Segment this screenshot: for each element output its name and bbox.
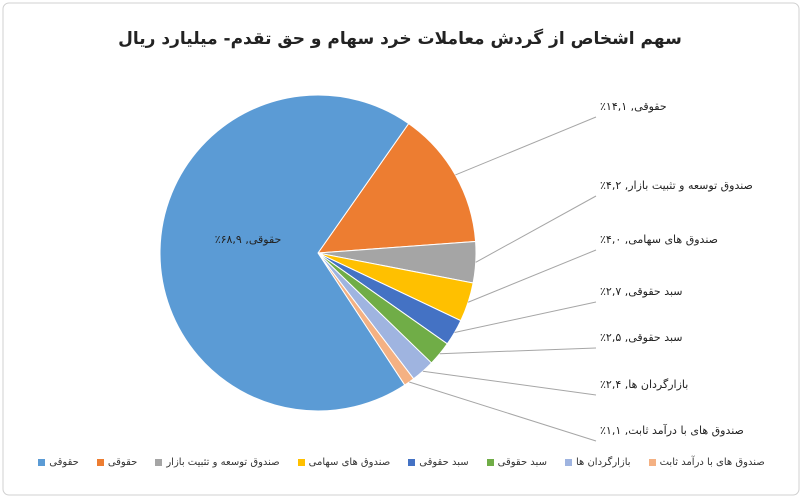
- legend-item: صندوق های با درآمد ثابت: [648, 457, 765, 468]
- legend-label: بازارگردان ها: [575, 457, 631, 468]
- leader-line: [455, 116, 597, 176]
- data-label: سبد حقوقی, ۲,۵٪: [600, 331, 683, 344]
- legend-label: صندوق توسعه و تثبیت بازار: [166, 457, 280, 468]
- legend-swatch: [564, 459, 572, 466]
- data-label: بازارگردان ها, ۲,۴٪: [600, 378, 688, 391]
- legend-label: حقوقی: [107, 457, 138, 468]
- pie-slice: [159, 94, 410, 412]
- legend-swatch: [297, 459, 305, 466]
- leader-line: [475, 195, 597, 263]
- data-label: حقوقی, ۱۴,۱٪: [600, 100, 667, 113]
- legend-label: سبد حقوقی: [497, 457, 547, 468]
- leader-line: [409, 381, 597, 442]
- legend-item: حقوقی: [38, 457, 79, 468]
- legend-label: سبد حقوقی: [419, 457, 469, 468]
- legend-swatch: [155, 459, 163, 466]
- legend-item: سبد حقوقی: [408, 457, 469, 468]
- data-label: سبد حقوقی, ۲,۷٪: [600, 285, 683, 298]
- legend: حقوقی حقوقی صندوق توسعه و تثبیت بازار صندوق…: [38, 457, 765, 468]
- data-label: صندوق توسعه و تثبیت بازار, ۴,۲٪: [600, 179, 753, 192]
- legend-item: حقوقی: [96, 457, 138, 468]
- legend-label: حقوقی: [49, 457, 79, 468]
- leader-line: [454, 301, 597, 334]
- legend-label: صندوق های با درآمد ثابت: [659, 457, 765, 468]
- legend-item: صندوق های سهامی: [297, 457, 391, 468]
- data-label: صندوق های با درآمد ثابت, ۱,۱٪: [600, 423, 744, 437]
- leader-line: [467, 249, 597, 303]
- chart-title: سهم اشخاص از گردش معاملات خرد سهام و حق …: [118, 28, 682, 49]
- data-label: صندوق های سهامی, ۴,۰٪: [600, 233, 718, 246]
- legend-swatch: [408, 459, 416, 466]
- leader-line: [422, 370, 597, 396]
- legend-swatch: [486, 459, 494, 466]
- legend-item: صندوق توسعه و تثبیت بازار: [155, 457, 280, 468]
- legend-label: صندوق های سهامی: [308, 457, 391, 468]
- legend-swatch: [648, 459, 656, 466]
- legend-swatch: [38, 459, 46, 466]
- legend-item: سبد حقوقی: [486, 457, 547, 468]
- legend-swatch: [96, 459, 104, 466]
- legend-item: بازارگردان ها: [564, 457, 631, 468]
- data-label: حقوقی, ۶۸,۹٪: [215, 233, 282, 246]
- leader-line: [439, 347, 597, 355]
